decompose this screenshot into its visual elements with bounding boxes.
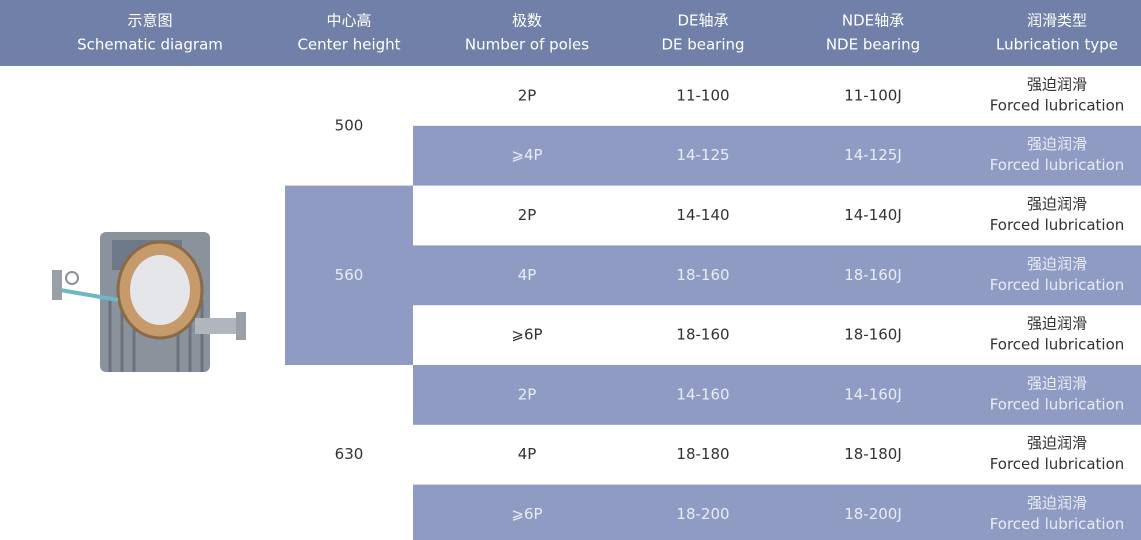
poles: 2P [518, 86, 537, 104]
center-height: 560 [335, 266, 364, 284]
header-zh: 示意图 [127, 12, 172, 30]
lubrication-en: Forced lubrication [990, 336, 1125, 354]
lubrication-en: Forced lubrication [990, 395, 1125, 413]
lubrication-zh: 强迫润滑 [1027, 315, 1087, 333]
nde-bearing: 18-180J [844, 445, 902, 463]
de-bearing: 14-125 [676, 146, 729, 164]
poles: 2P [518, 206, 537, 224]
nde-bearing: 18-200J [844, 505, 902, 523]
cell-bg [285, 185, 413, 365]
lubrication-zh: 强迫润滑 [1027, 75, 1087, 93]
lubrication-en: Forced lubrication [990, 276, 1125, 294]
lubrication-zh: 强迫润滑 [1027, 195, 1087, 213]
de-bearing: 14-140 [676, 206, 729, 224]
nde-bearing: 14-140J [844, 206, 902, 224]
header-en: Schematic diagram [77, 36, 223, 54]
center-height: 500 [335, 116, 364, 134]
header-en: NDE bearing [826, 36, 920, 54]
lubrication-zh: 强迫润滑 [1027, 374, 1087, 392]
row-bg [413, 365, 1141, 425]
nde-bearing: 14-125J [844, 146, 902, 164]
header-zh: 润滑类型 [1027, 12, 1087, 30]
nde-bearing: 18-160J [844, 326, 902, 344]
poles: ⩾6P [511, 326, 542, 344]
header-zh: 中心高 [326, 12, 371, 30]
lubrication-zh: 强迫润滑 [1027, 434, 1087, 452]
nde-bearing: 11-100J [844, 86, 902, 104]
lubrication-zh: 强迫润滑 [1027, 135, 1087, 153]
poles: 4P [518, 445, 537, 463]
lubrication-zh: 强迫润滑 [1027, 255, 1087, 273]
header-bg [0, 0, 1141, 66]
lubrication-en: Forced lubrication [990, 96, 1125, 114]
header-zh: DE轴承 [677, 12, 728, 30]
lubrication-en: Forced lubrication [990, 455, 1125, 473]
nde-bearing: 14-160J [844, 385, 902, 403]
lubrication-en: Forced lubrication [990, 216, 1125, 234]
de-bearing: 18-160 [676, 266, 729, 284]
poles: 4P [518, 266, 537, 284]
de-bearing: 14-160 [676, 385, 729, 403]
nde-bearing: 18-160J [844, 266, 902, 284]
poles: ⩾4P [511, 146, 542, 164]
de-bearing: 18-160 [676, 326, 729, 344]
header-zh: NDE轴承 [842, 12, 904, 30]
header-zh: 极数 [512, 12, 542, 30]
header-en: Number of poles [465, 36, 589, 54]
de-bearing: 18-200 [676, 505, 729, 523]
row-bg [413, 125, 1141, 186]
motor-image [52, 232, 246, 372]
header-en: Lubrication type [996, 36, 1118, 54]
poles: ⩾6P [511, 505, 542, 523]
lubrication-en: Forced lubrication [990, 156, 1125, 174]
row-bg [413, 245, 1141, 306]
lubrication-en: Forced lubrication [990, 515, 1125, 533]
de-bearing: 18-180 [676, 445, 729, 463]
poles: 2P [518, 385, 537, 403]
de-bearing: 11-100 [676, 86, 729, 104]
center-height: 630 [335, 445, 364, 463]
lubrication-zh: 强迫润滑 [1027, 494, 1087, 512]
header-en: DE bearing [661, 36, 744, 54]
row-bg [413, 484, 1141, 540]
header-en: Center height [297, 36, 400, 54]
